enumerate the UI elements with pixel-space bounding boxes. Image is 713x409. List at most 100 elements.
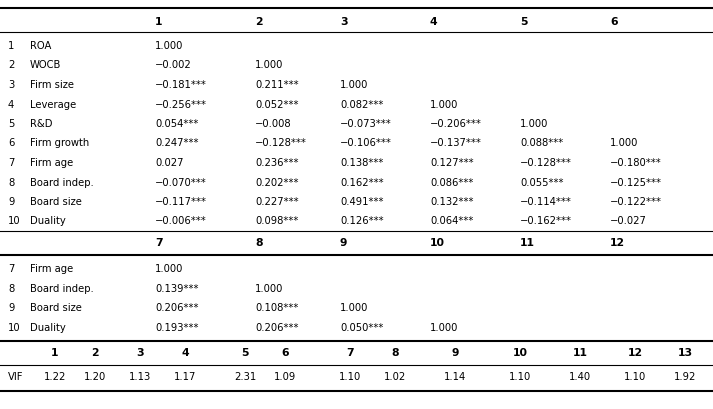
Text: 0.138***: 0.138*** xyxy=(340,158,384,168)
Text: −0.027: −0.027 xyxy=(610,216,647,227)
Text: 0.127***: 0.127*** xyxy=(430,158,473,168)
Text: 1.000: 1.000 xyxy=(520,119,548,129)
Text: Firm age: Firm age xyxy=(30,264,73,274)
Text: 1.10: 1.10 xyxy=(624,372,646,382)
Text: −0.114***: −0.114*** xyxy=(520,197,572,207)
Text: 12: 12 xyxy=(627,348,642,358)
Text: Duality: Duality xyxy=(30,323,66,333)
Text: 11: 11 xyxy=(573,348,588,358)
Text: 1.000: 1.000 xyxy=(340,303,369,313)
Text: WOCB: WOCB xyxy=(30,61,61,70)
Text: R&D: R&D xyxy=(30,119,53,129)
Text: 0.098***: 0.098*** xyxy=(255,216,298,227)
Text: 13: 13 xyxy=(677,348,692,358)
Text: 7: 7 xyxy=(155,238,163,248)
Text: 1.000: 1.000 xyxy=(610,139,638,148)
Text: −0.206***: −0.206*** xyxy=(430,119,482,129)
Text: 1.000: 1.000 xyxy=(430,99,458,110)
Text: 1.000: 1.000 xyxy=(430,323,458,333)
Text: −0.122***: −0.122*** xyxy=(610,197,662,207)
Text: 0.064***: 0.064*** xyxy=(430,216,473,227)
Text: 11: 11 xyxy=(520,238,535,248)
Text: 0.206***: 0.206*** xyxy=(155,303,198,313)
Text: 0.236***: 0.236*** xyxy=(255,158,299,168)
Text: Firm size: Firm size xyxy=(30,80,74,90)
Text: 0.202***: 0.202*** xyxy=(255,178,299,187)
Text: 8: 8 xyxy=(391,348,399,358)
Text: 2: 2 xyxy=(255,17,262,27)
Text: 7: 7 xyxy=(8,158,14,168)
Text: VIF: VIF xyxy=(8,372,24,382)
Text: 12: 12 xyxy=(610,238,625,248)
Text: 3: 3 xyxy=(340,17,348,27)
Text: −0.125***: −0.125*** xyxy=(610,178,662,187)
Text: 1.000: 1.000 xyxy=(155,41,183,51)
Text: 0.086***: 0.086*** xyxy=(430,178,473,187)
Text: 2: 2 xyxy=(8,61,14,70)
Text: 0.054***: 0.054*** xyxy=(155,119,198,129)
Text: 7: 7 xyxy=(8,264,14,274)
Text: 0.206***: 0.206*** xyxy=(255,323,299,333)
Text: 1.000: 1.000 xyxy=(155,264,183,274)
Text: 8: 8 xyxy=(8,284,14,294)
Text: 1.22: 1.22 xyxy=(43,372,66,382)
Text: −0.181***: −0.181*** xyxy=(155,80,207,90)
Text: 5: 5 xyxy=(520,17,528,27)
Text: ROA: ROA xyxy=(30,41,51,51)
Text: 10: 10 xyxy=(513,348,528,358)
Text: 1.09: 1.09 xyxy=(274,372,296,382)
Text: 2.31: 2.31 xyxy=(234,372,256,382)
Text: 1.000: 1.000 xyxy=(340,80,369,90)
Text: −0.117***: −0.117*** xyxy=(155,197,207,207)
Text: −0.070***: −0.070*** xyxy=(155,178,207,187)
Text: 9: 9 xyxy=(8,197,14,207)
Text: −0.073***: −0.073*** xyxy=(340,119,391,129)
Text: 0.108***: 0.108*** xyxy=(255,303,298,313)
Text: 1.14: 1.14 xyxy=(444,372,466,382)
Text: −0.162***: −0.162*** xyxy=(520,216,572,227)
Text: −0.137***: −0.137*** xyxy=(430,139,482,148)
Text: 8: 8 xyxy=(8,178,14,187)
Text: 1.10: 1.10 xyxy=(339,372,361,382)
Text: 1.20: 1.20 xyxy=(84,372,106,382)
Text: 3: 3 xyxy=(8,80,14,90)
Text: 0.132***: 0.132*** xyxy=(430,197,473,207)
Text: 0.126***: 0.126*** xyxy=(340,216,384,227)
Text: 1.13: 1.13 xyxy=(129,372,151,382)
Text: 1: 1 xyxy=(51,348,58,358)
Text: 1.10: 1.10 xyxy=(509,372,531,382)
Text: 0.193***: 0.193*** xyxy=(155,323,198,333)
Text: 7: 7 xyxy=(347,348,354,358)
Text: Duality: Duality xyxy=(30,216,66,227)
Text: Firm age: Firm age xyxy=(30,158,73,168)
Text: 1.17: 1.17 xyxy=(174,372,196,382)
Text: −0.180***: −0.180*** xyxy=(610,158,662,168)
Text: 9: 9 xyxy=(340,238,347,248)
Text: Leverage: Leverage xyxy=(30,99,76,110)
Text: 1: 1 xyxy=(155,17,163,27)
Text: 0.055***: 0.055*** xyxy=(520,178,563,187)
Text: 8: 8 xyxy=(255,238,262,248)
Text: 10: 10 xyxy=(8,323,21,333)
Text: 0.027: 0.027 xyxy=(155,158,183,168)
Text: 9: 9 xyxy=(8,303,14,313)
Text: 1.40: 1.40 xyxy=(569,372,591,382)
Text: 1.000: 1.000 xyxy=(255,61,283,70)
Text: −0.006***: −0.006*** xyxy=(155,216,207,227)
Text: 2: 2 xyxy=(91,348,99,358)
Text: Board indep.: Board indep. xyxy=(30,284,93,294)
Text: 1.000: 1.000 xyxy=(255,284,283,294)
Text: 10: 10 xyxy=(8,216,21,227)
Text: 0.162***: 0.162*** xyxy=(340,178,384,187)
Text: 0.139***: 0.139*** xyxy=(155,284,198,294)
Text: −0.008: −0.008 xyxy=(255,119,292,129)
Text: Board size: Board size xyxy=(30,197,82,207)
Text: 4: 4 xyxy=(181,348,189,358)
Text: 1.02: 1.02 xyxy=(384,372,406,382)
Text: Board size: Board size xyxy=(30,303,82,313)
Text: 1: 1 xyxy=(8,41,14,51)
Text: 9: 9 xyxy=(451,348,458,358)
Text: 0.050***: 0.050*** xyxy=(340,323,384,333)
Text: 5: 5 xyxy=(8,119,14,129)
Text: 0.082***: 0.082*** xyxy=(340,99,384,110)
